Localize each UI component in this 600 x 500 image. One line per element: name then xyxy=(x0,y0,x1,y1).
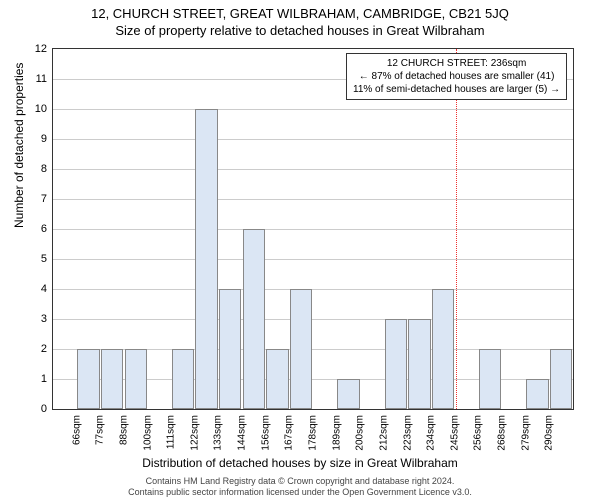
xtick-label: 178sqm xyxy=(308,415,319,451)
ytick-label: 10 xyxy=(35,103,47,115)
gridline xyxy=(53,289,573,290)
ytick-label: 1 xyxy=(41,373,47,385)
xtick-label: 111sqm xyxy=(166,415,177,449)
gridline xyxy=(53,259,573,260)
xtick-label: 268sqm xyxy=(497,415,508,451)
xtick-label: 189sqm xyxy=(331,415,342,451)
histogram-bar xyxy=(125,349,147,409)
xtick-label: 77sqm xyxy=(95,415,106,445)
ytick-label: 12 xyxy=(35,43,47,55)
xtick-label: 234sqm xyxy=(426,415,437,451)
ytick-label: 2 xyxy=(41,343,47,355)
marker-line3: 11% of semi-detached houses are larger (… xyxy=(353,83,560,96)
xtick-label: 167sqm xyxy=(284,415,295,451)
xtick-label: 200sqm xyxy=(355,415,366,451)
gridline xyxy=(53,319,573,320)
xtick-label: 256sqm xyxy=(473,415,484,451)
histogram-bar xyxy=(172,349,194,409)
histogram-bar xyxy=(385,319,407,409)
xtick-label: 245sqm xyxy=(449,415,460,451)
ytick-label: 9 xyxy=(41,133,47,145)
xtick-label: 290sqm xyxy=(544,415,555,451)
gridline xyxy=(53,109,573,110)
title-sub: Size of property relative to detached ho… xyxy=(0,21,600,38)
ytick-label: 5 xyxy=(41,253,47,265)
histogram-bar xyxy=(77,349,99,409)
histogram-bar xyxy=(526,379,548,409)
footer-attribution: Contains HM Land Registry data © Crown c… xyxy=(0,476,600,498)
footer-line1: Contains HM Land Registry data © Crown c… xyxy=(0,476,600,487)
xtick-label: 100sqm xyxy=(142,415,153,451)
ytick-label: 11 xyxy=(36,73,47,85)
ytick-label: 8 xyxy=(41,163,47,175)
histogram-bar xyxy=(337,379,359,409)
marker-line1: 12 CHURCH STREET: 236sqm xyxy=(353,57,560,70)
xtick-label: 122sqm xyxy=(189,415,200,451)
gridline xyxy=(53,229,573,230)
histogram-bar xyxy=(550,349,572,409)
histogram-bar xyxy=(195,109,217,409)
gridline xyxy=(53,199,573,200)
histogram-bar xyxy=(479,349,501,409)
histogram-bar xyxy=(290,289,312,409)
xtick-label: 144sqm xyxy=(237,415,248,451)
xtick-label: 88sqm xyxy=(118,415,129,445)
ytick-label: 7 xyxy=(41,193,47,205)
histogram-bar xyxy=(219,289,241,409)
xtick-label: 66sqm xyxy=(71,415,82,445)
xtick-label: 156sqm xyxy=(260,415,271,451)
chart-area: 012345678910111266sqm77sqm88sqm100sqm111… xyxy=(52,48,574,410)
marker-line2: ← 87% of detached houses are smaller (41… xyxy=(353,70,560,83)
gridline xyxy=(53,169,573,170)
xtick-label: 279sqm xyxy=(520,415,531,451)
ytick-label: 4 xyxy=(41,283,47,295)
histogram-bar xyxy=(266,349,288,409)
ytick-label: 3 xyxy=(41,313,47,325)
marker-line xyxy=(456,49,457,409)
footer-line2: Contains public sector information licen… xyxy=(0,487,600,498)
xtick-label: 223sqm xyxy=(402,415,413,451)
histogram-bar xyxy=(408,319,430,409)
xtick-label: 212sqm xyxy=(378,415,389,451)
xtick-label: 133sqm xyxy=(213,415,224,451)
y-axis-label: Number of detached properties xyxy=(12,63,26,228)
histogram-bar xyxy=(101,349,123,409)
histogram-bar xyxy=(243,229,265,409)
gridline xyxy=(53,139,573,140)
title-main: 12, CHURCH STREET, GREAT WILBRAHAM, CAMB… xyxy=(0,0,600,21)
marker-annotation: 12 CHURCH STREET: 236sqm← 87% of detache… xyxy=(346,53,567,100)
ytick-label: 6 xyxy=(41,223,47,235)
x-axis-label: Distribution of detached houses by size … xyxy=(0,456,600,470)
ytick-label: 0 xyxy=(41,403,47,415)
histogram-bar xyxy=(432,289,454,409)
